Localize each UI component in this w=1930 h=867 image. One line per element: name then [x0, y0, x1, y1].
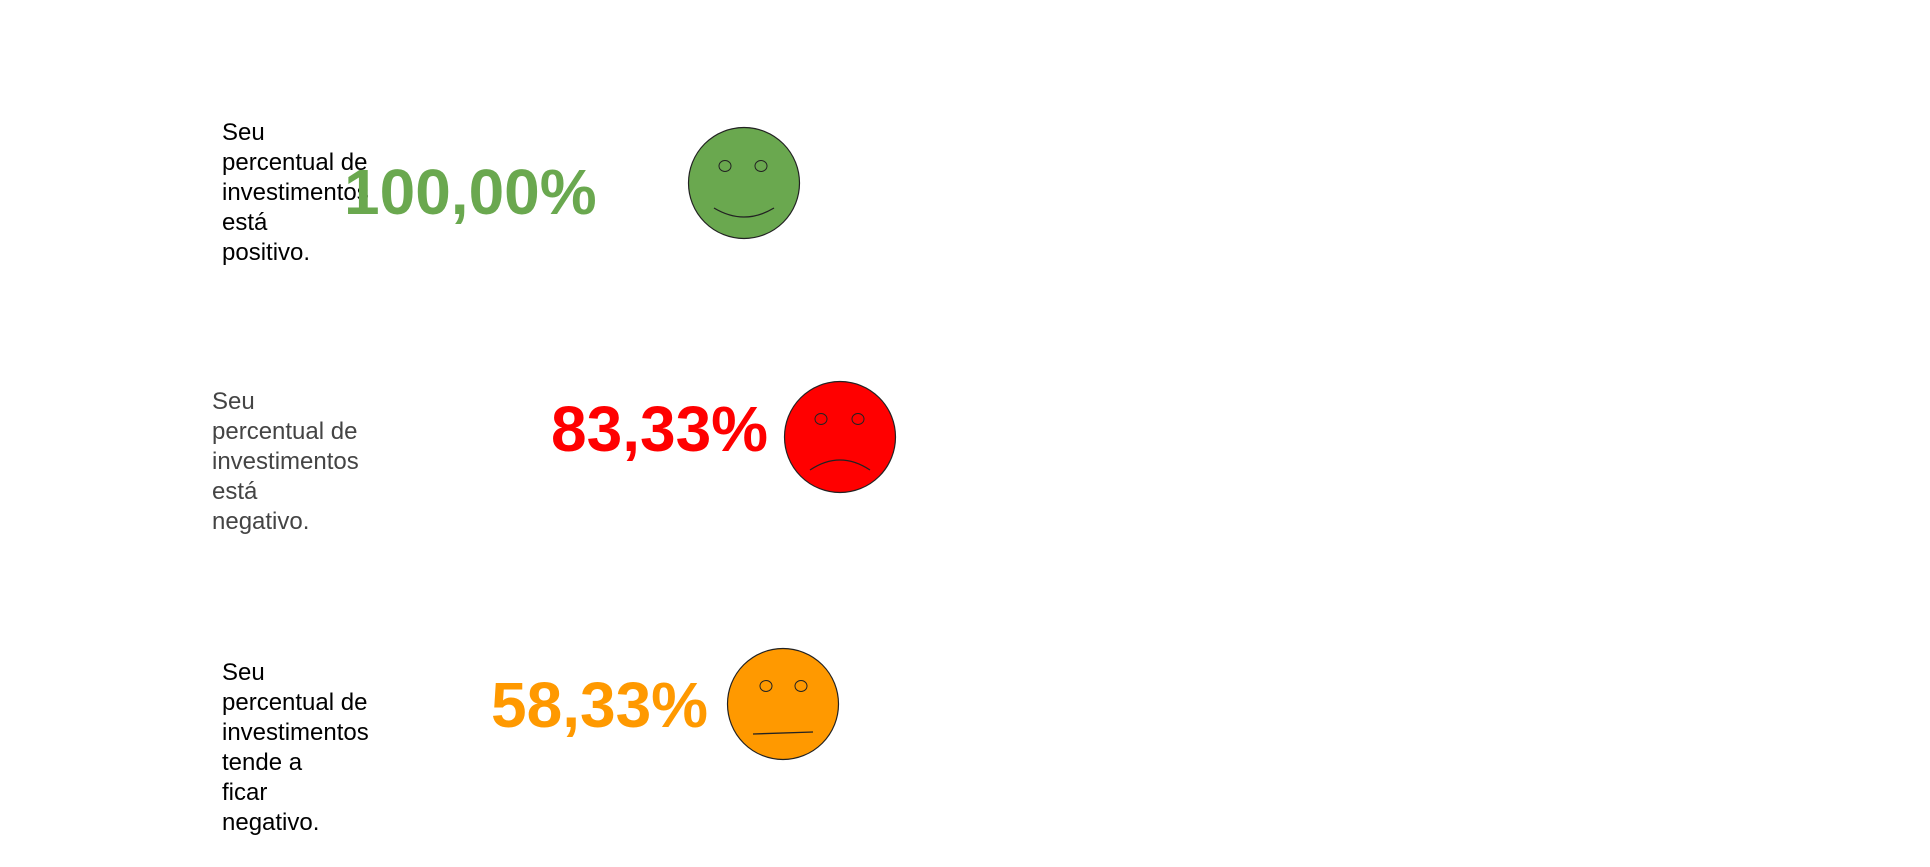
percentage-value: 100,00% — [344, 156, 597, 228]
status-message: Seu percentual de investimentos está neg… — [212, 388, 359, 535]
neutral-face-icon — [726, 647, 840, 761]
smiley-face-icon — [687, 126, 801, 240]
status-message: Seu percentual de investimentos tende a … — [222, 659, 369, 836]
percentage-value: 83,33% — [551, 393, 769, 465]
percentage-value: 58,33% — [491, 669, 709, 741]
sad-face-icon — [783, 380, 897, 494]
status-message: Seu percentual de investimentos está pos… — [222, 119, 369, 266]
